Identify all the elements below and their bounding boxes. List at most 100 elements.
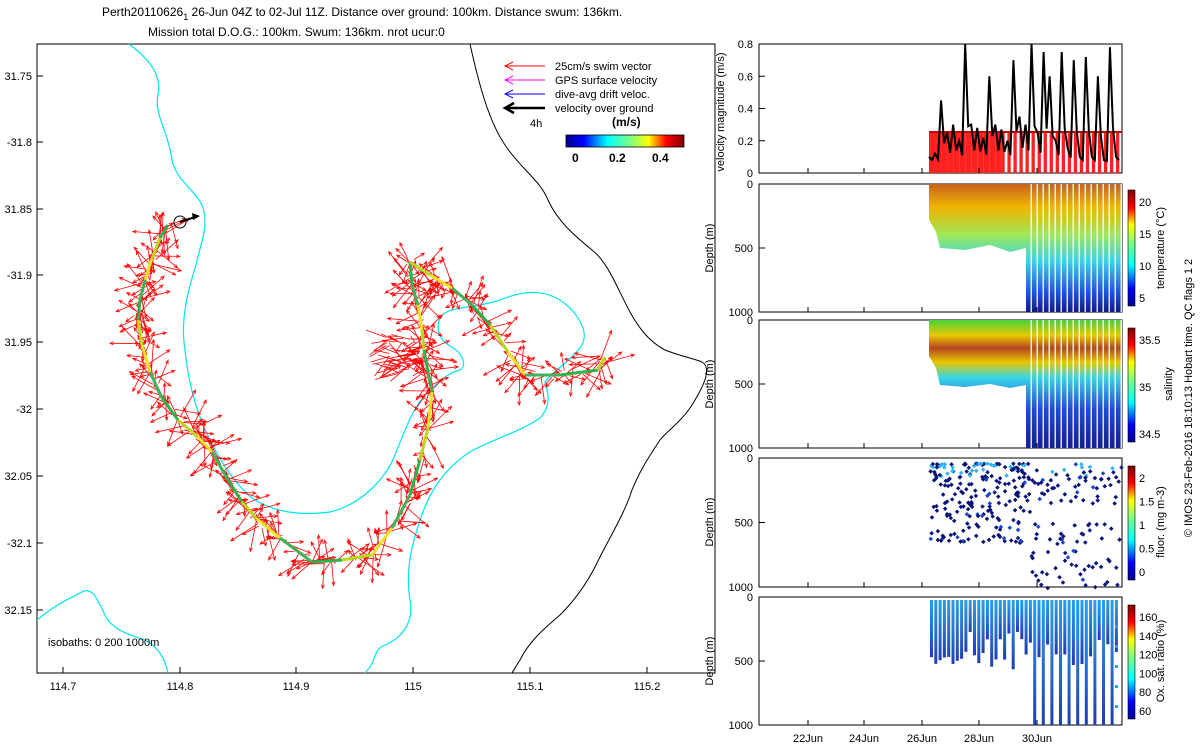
fluorescence-point: [931, 477, 937, 483]
swim-vector-head: [208, 438, 212, 444]
swim-vector: [436, 281, 439, 295]
swim-vector-head: [414, 406, 419, 412]
swim-vector-head: [151, 280, 157, 285]
swim-vector-head: [504, 363, 510, 367]
swim-vector: [373, 349, 390, 354]
fluorescence-point: [1083, 478, 1088, 484]
oxygen-profile: [1003, 600, 1007, 660]
swim-vector: [369, 339, 388, 356]
swim-vector-head: [376, 526, 381, 532]
swim-vector-head: [403, 280, 409, 285]
swim-vector: [405, 362, 423, 366]
swim-vector-head: [365, 543, 371, 548]
fluorescence-point: [1014, 490, 1020, 495]
swim-vector: [151, 401, 166, 417]
swim-vector-head: [384, 289, 390, 294]
swim-vector-head: [167, 395, 171, 400]
swim-vector-head: [208, 473, 213, 479]
swim-vector: [126, 263, 142, 282]
swim-vector: [140, 309, 154, 322]
oxygen-profile: [968, 600, 972, 632]
swim-vector: [223, 460, 235, 467]
swim-vector-head: [358, 563, 363, 569]
swim-vector: [400, 477, 408, 494]
cbar-tick-label: 1.5: [1139, 497, 1154, 509]
swim-vector: [429, 440, 444, 469]
swim-vector-head: [132, 387, 137, 393]
cbar-tick-label: 0: [1139, 567, 1145, 579]
fluorescence-point: [1093, 560, 1099, 566]
swim-vector: [571, 355, 600, 359]
depth-tick-label: 0: [747, 179, 753, 191]
swim-vector-head: [264, 517, 269, 523]
fluorescence-point: [942, 483, 948, 488]
swim-vector: [396, 312, 420, 324]
oxygen-profile: [994, 600, 998, 660]
oxygen-profile: [1028, 600, 1032, 643]
fluorescence-point: [1032, 480, 1038, 486]
oxygen-point: [1115, 665, 1118, 668]
swim-vector-head: [444, 409, 450, 413]
oxygen-panel: Depth (m) Ox. sat. ratio (%): [704, 596, 1167, 726]
swim-vector: [140, 314, 150, 322]
swim-vector-head: [331, 555, 337, 560]
swim-vector: [422, 451, 428, 468]
fluorescence-point: [958, 481, 963, 486]
swim-vector-head: [153, 369, 158, 375]
fluorescence-point: [1031, 550, 1036, 556]
velocity-magnitude-line: [928, 43, 1120, 163]
coastline: [128, 43, 585, 674]
swim-vector-head: [253, 482, 259, 487]
velocity-bar: [995, 132, 1002, 173]
swim-vector-head: [441, 255, 446, 261]
swim-vector: [387, 336, 403, 344]
oxygen-profile: [1059, 600, 1062, 725]
swim-vector-head: [192, 389, 197, 395]
fluorescence-point: [955, 485, 961, 491]
swim-vector: [142, 275, 165, 296]
swim-vector-head: [438, 260, 444, 264]
fluorescence-point: [952, 531, 957, 537]
swim-vector-head: [500, 367, 505, 373]
swim-vector-head: [413, 422, 419, 427]
swim-vector-head: [217, 414, 223, 419]
swim-vector-head: [126, 353, 132, 358]
track-segment: [140, 344, 152, 373]
fluorescence-point: [969, 494, 974, 500]
fluorescence-point: [958, 470, 964, 476]
cbar-tick-label: 0.5: [1139, 544, 1154, 556]
swim-vector: [374, 357, 389, 377]
swim-vector-head: [461, 332, 467, 337]
swim-vector-head: [150, 288, 156, 293]
track-segment: [429, 273, 453, 290]
map-y-tick-label: -31.9: [7, 270, 32, 282]
fluorescence-point: [994, 478, 999, 484]
swim-vector-head: [477, 290, 482, 296]
swim-vector-head: [406, 306, 412, 311]
oxygen-profile: [1024, 600, 1028, 655]
fluorescence-point: [1083, 583, 1088, 588]
swim-vector-head: [507, 321, 513, 326]
fluorescence-point: [1072, 523, 1077, 528]
fluorescence-point: [957, 475, 963, 480]
swim-vector: [417, 457, 425, 483]
swim-vector: [423, 335, 436, 342]
time-tick-label: 22Jun: [793, 733, 823, 745]
swim-vector: [424, 344, 440, 354]
velocity-bar: [1013, 132, 1017, 173]
fluorescence-point: [1017, 475, 1022, 481]
swim-vector-head: [158, 214, 162, 220]
swim-vector-head: [424, 523, 430, 528]
fluorescence-point: [1011, 461, 1016, 466]
fluorescence-point: [985, 493, 990, 498]
swim-vector: [158, 360, 169, 384]
isobaths-label: isobaths: 0 200 1000m: [48, 637, 159, 649]
swim-vector-head: [498, 381, 503, 386]
fluorescence-point: [1032, 522, 1038, 527]
fluorescence-point: [980, 467, 986, 472]
swim-vector: [346, 541, 371, 558]
cbar-tick-label: 100: [1139, 668, 1157, 680]
swim-vector: [190, 461, 215, 477]
swim-vector-head: [215, 469, 220, 474]
swim-vector: [131, 375, 160, 392]
